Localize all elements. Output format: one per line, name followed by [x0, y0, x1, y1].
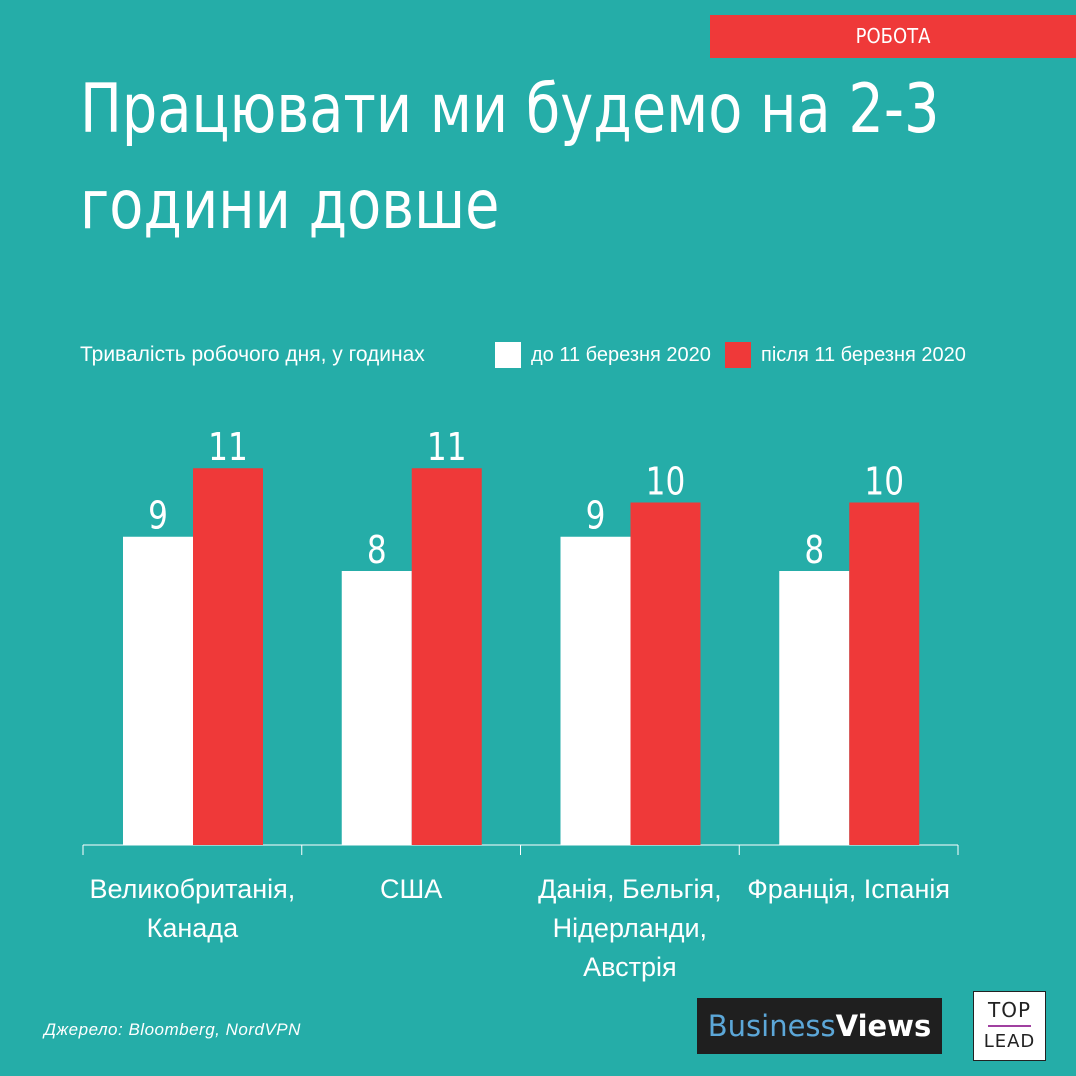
data-label: 9: [586, 495, 606, 539]
category-label: Франція, Іспанія: [747, 874, 950, 904]
category-label: Нідерланди,: [553, 913, 707, 943]
legend-label-before: до 11 березня 2020: [531, 344, 711, 366]
logo-text-lead: LEAD: [983, 1031, 1036, 1052]
category-label: Великобританія,: [89, 874, 295, 904]
bar-before: [123, 536, 193, 845]
data-label: 9: [148, 495, 168, 539]
category-tag: РОБОТА: [710, 15, 1076, 58]
bar-after: [193, 468, 263, 845]
bar-after: [630, 502, 701, 845]
bar-before: [341, 571, 412, 845]
data-label: 11: [427, 426, 467, 470]
category-label: Данія, Бельгія,: [538, 874, 721, 904]
category-label: Австрія: [583, 952, 677, 982]
y-axis-label: Тривалість робочого дня, у годинах: [80, 343, 425, 366]
legend-swatch-after: [725, 342, 751, 368]
logo-text-top: TOP: [987, 998, 1032, 1022]
category-label: США: [380, 874, 442, 904]
bar-before: [779, 571, 850, 845]
logo-text-business: Business: [707, 1009, 836, 1043]
business-views-logo: BusinessViews: [697, 998, 942, 1054]
page-title: Працювати ми будемо на 2-3 години довше: [80, 70, 940, 245]
data-label: 11: [208, 426, 248, 470]
logo-text-views: Views: [835, 1009, 932, 1043]
bar-before: [560, 536, 631, 845]
data-label: 10: [646, 461, 686, 505]
data-label: 8: [804, 529, 824, 573]
legend-label-after: після 11 березня 2020: [761, 344, 966, 366]
top-lead-logo: TOP LEAD: [973, 991, 1046, 1061]
data-label: 10: [864, 461, 904, 505]
logo-divider: [988, 1025, 1031, 1027]
bar-after: [849, 502, 920, 845]
legend-swatch-before: [495, 342, 521, 368]
category-label: Канада: [147, 913, 239, 943]
bar-after: [411, 468, 482, 845]
data-label: 8: [367, 529, 387, 573]
source-note: Джерело: Bloomberg, NordVPN: [44, 1020, 301, 1039]
